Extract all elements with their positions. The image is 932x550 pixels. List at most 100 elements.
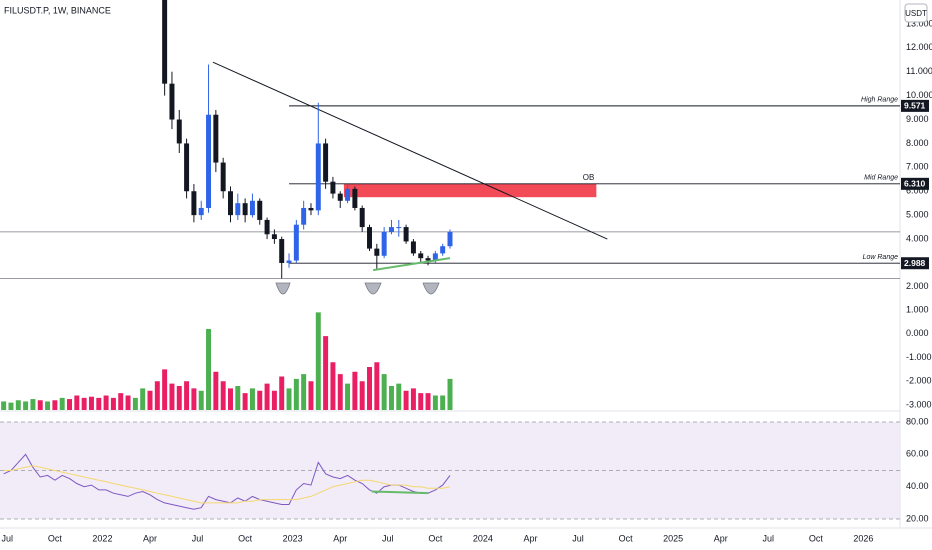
- candle-body: [184, 143, 190, 192]
- candle-body: [440, 246, 446, 254]
- volume-bar: [110, 397, 116, 410]
- candle-body: [176, 119, 182, 144]
- y-tick-label: 60.00: [906, 449, 929, 459]
- y-tick-label: 13.000: [906, 18, 932, 28]
- y-tick-label: 10.000: [906, 90, 932, 100]
- candle-body: [323, 143, 329, 182]
- x-tick-label: Apr: [143, 533, 157, 543]
- x-tick-label: Jul: [572, 533, 584, 543]
- rsi-background: [0, 421, 900, 520]
- candle-body: [228, 191, 233, 216]
- volume-bar: [352, 371, 358, 410]
- volume-bar: [293, 378, 299, 410]
- candle-body: [213, 114, 219, 163]
- candle-body: [432, 253, 438, 261]
- x-tick-label: 2025: [663, 533, 683, 543]
- y-tick-label: 20.00: [906, 513, 929, 523]
- y-tick-label: 0.000: [906, 328, 929, 338]
- zone-label: OB: [583, 173, 595, 182]
- x-tick-label: Jul: [763, 533, 775, 543]
- candle-body: [425, 258, 431, 261]
- currency-button[interactable]: [904, 3, 928, 23]
- candle-body: [206, 114, 212, 208]
- rsi-line: [3, 453, 451, 510]
- volume-bar: [410, 388, 416, 410]
- volume-bar: [418, 393, 424, 410]
- volume-bar: [388, 386, 394, 410]
- volume-bar: [103, 395, 109, 410]
- volume-bar: [337, 374, 343, 410]
- price-label: 2.988: [904, 258, 926, 268]
- volume-bar: [140, 388, 146, 410]
- candle-body: [396, 227, 402, 229]
- volume-bar: [345, 383, 351, 410]
- currency-label[interactable]: USDT: [905, 9, 927, 18]
- candle-body: [249, 200, 255, 216]
- volume-bar: [96, 397, 102, 410]
- pattern-cup: [364, 282, 382, 295]
- volume-bar: [118, 393, 124, 410]
- candle-body: [286, 260, 292, 263]
- candle-body: [388, 227, 394, 232]
- divergence-line: [373, 257, 451, 272]
- volume-bar: [45, 401, 51, 410]
- volume-bar: [447, 378, 453, 410]
- range-level-name: Mid Range: [864, 175, 898, 182]
- volume-bar: [264, 383, 270, 410]
- trendline: [212, 61, 608, 240]
- volume-bar: [74, 395, 80, 410]
- candle-body: [191, 191, 197, 216]
- divergence-line: [371, 490, 429, 495]
- y-tick-label: 80.00: [906, 416, 929, 426]
- volume-bar: [184, 381, 190, 410]
- volume-pane: [1, 312, 453, 410]
- order-block-zone: [343, 183, 597, 198]
- volume-bar: [125, 395, 131, 410]
- volume-bar: [374, 362, 380, 410]
- y-tick-label: 6.000: [906, 186, 929, 196]
- candle-body: [293, 224, 299, 261]
- x-tick-label: Oct: [48, 533, 63, 543]
- candle-body: [381, 231, 387, 256]
- volume-bar: [132, 397, 138, 410]
- candle-body: [447, 231, 453, 247]
- candle-body: [242, 203, 248, 216]
- volume-bar: [301, 374, 307, 410]
- candle-body: [403, 227, 409, 242]
- y-tick-label: 12.000: [906, 42, 932, 52]
- y-tick-label: 11.000: [906, 66, 932, 76]
- price-label-box: [901, 177, 929, 190]
- volume-bar: [198, 390, 204, 410]
- candle-body: [418, 253, 424, 259]
- volume-bar: [67, 399, 72, 410]
- x-tick-label: 2023: [283, 533, 303, 543]
- x-tick-label: Oct: [428, 533, 443, 543]
- candle-body: [337, 193, 343, 201]
- rsi-pane: [3, 453, 451, 510]
- candle-body: [367, 227, 372, 249]
- volume-bar: [235, 386, 241, 410]
- volume-bar: [23, 401, 29, 410]
- volume-bar: [315, 312, 321, 410]
- y-tick-label: -1.000: [906, 352, 932, 362]
- x-tick-label: 2024: [473, 533, 493, 543]
- candle-body: [235, 203, 241, 216]
- volume-bar: [323, 336, 329, 410]
- volume-bar: [1, 401, 7, 410]
- volume-bar: [176, 386, 182, 410]
- volume-bar: [279, 376, 285, 410]
- volume-bar: [396, 383, 402, 410]
- volume-bar: [425, 393, 431, 410]
- volume-bar: [162, 369, 168, 410]
- axes: 13.000 12.000 11.000 10.000 9.000 8.000 7.000 6…: [2, 18, 932, 543]
- volume-bar: [52, 400, 58, 410]
- y-tick-label: 9.000: [906, 114, 929, 124]
- y-tick-label: 40.00: [906, 481, 929, 491]
- volume-bar: [206, 328, 212, 410]
- x-tick-label: Apr: [714, 533, 728, 543]
- volume-bar: [154, 381, 160, 410]
- volume-bar: [228, 388, 233, 410]
- candle-body: [220, 162, 226, 192]
- candle-body: [264, 219, 270, 235]
